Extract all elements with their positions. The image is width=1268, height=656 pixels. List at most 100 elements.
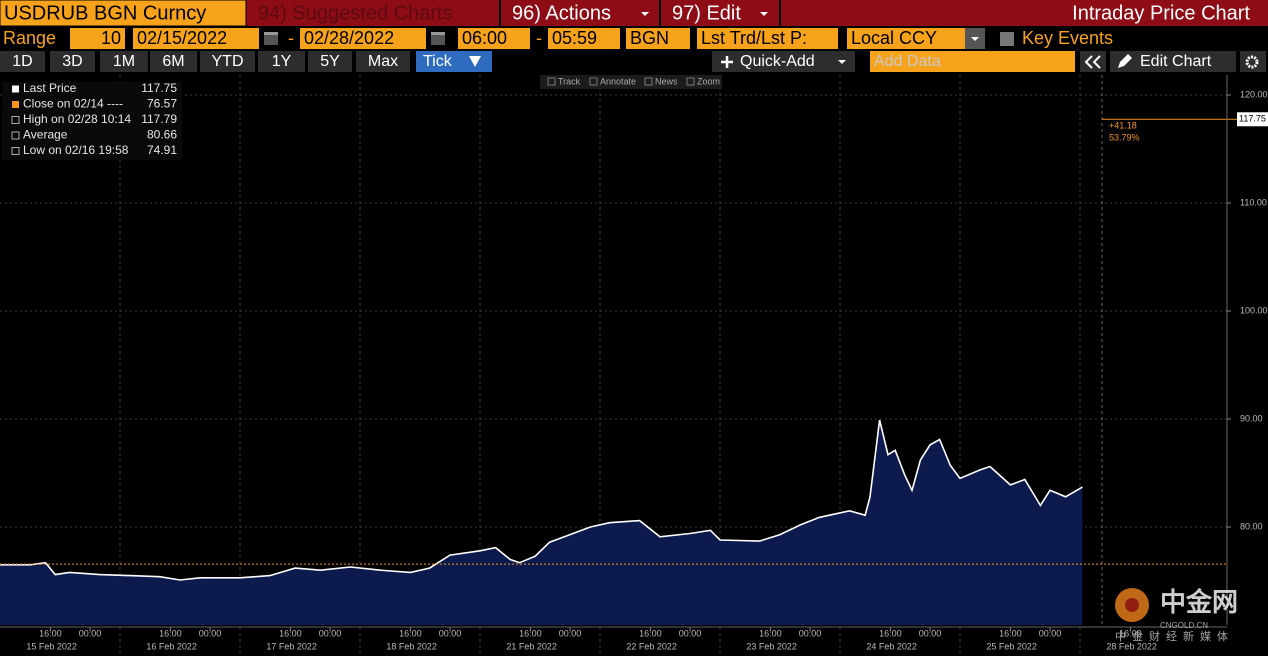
collapse-icon (1084, 55, 1101, 69)
legend-marker (11, 147, 20, 155)
start-time: 06:00 (462, 28, 507, 48)
date-separator: - (288, 28, 294, 48)
legend-label: Last Price (23, 81, 77, 95)
x-tick-label: 16:00 (399, 628, 422, 638)
edit-arrow (760, 12, 768, 16)
gear-icon (1245, 55, 1259, 69)
watermark-brand: 中金网 (1160, 587, 1238, 617)
chart-tool[interactable]: News (655, 76, 678, 86)
period-label: 1M (113, 53, 135, 70)
start-date-box[interactable] (133, 28, 259, 49)
legend-value: 117.75 (141, 81, 177, 95)
period-button[interactable] (258, 51, 305, 72)
legend-value: 76.57 (147, 97, 177, 111)
key-events: Key Events (1022, 28, 1113, 48)
x-tick-label: 00:00 (199, 628, 222, 638)
end-date-box[interactable] (300, 28, 426, 49)
x-tick-label: 16:00 (159, 628, 182, 638)
x-tick-label: 16:00 (39, 628, 62, 638)
x-tick-label: 00:00 (559, 628, 582, 638)
period-button[interactable] (100, 51, 148, 72)
add-data-box[interactable] (870, 51, 1075, 72)
currency-arrow (971, 37, 979, 41)
x-tick-label: 00:00 (439, 628, 462, 638)
source: BGN (630, 28, 669, 48)
currency: Local CCY (851, 28, 937, 48)
settings-button[interactable] (1240, 51, 1266, 72)
ticker-box[interactable] (0, 0, 247, 27)
x-date-label: 23 Feb 2022 (746, 641, 797, 651)
suggested-charts[interactable]: 94) Suggested Charts (258, 2, 453, 24)
range-label: Range (3, 28, 56, 48)
period-button[interactable] (0, 51, 45, 72)
price-line (0, 419, 1083, 581)
tool-icon (589, 77, 598, 86)
quick-add: Quick-Add (740, 53, 815, 70)
period-button[interactable] (150, 51, 197, 72)
end-time: 05:59 (552, 28, 597, 48)
end-date: 02/28/2022 (304, 28, 394, 48)
period-label: 3D (62, 53, 82, 70)
legend-label: Close on 02/14 ---- (23, 97, 123, 111)
period-label: Max (368, 53, 398, 70)
field-box[interactable] (697, 28, 838, 49)
key-events-checkbox[interactable] (1000, 32, 1014, 46)
calendar-icon (431, 32, 445, 45)
source-box[interactable] (626, 28, 690, 49)
end-time-box[interactable] (548, 28, 620, 49)
edit-chart-button[interactable] (1110, 51, 1236, 72)
watermark-site: CNGOLD.CN (1160, 621, 1208, 630)
change-annotation: 53.79% (1109, 132, 1140, 142)
area-fill (0, 420, 1083, 625)
watermark-logo-inner (1125, 598, 1139, 612)
x-tick-label: 00:00 (919, 628, 942, 638)
tool-icon (686, 77, 695, 86)
x-date-label: 17 Feb 2022 (266, 641, 317, 651)
x-date-label: 15 Feb 2022 (26, 641, 77, 651)
legend-marker (12, 85, 19, 93)
x-date-label: 25 Feb 2022 (986, 641, 1037, 651)
period-label: 6M (162, 53, 184, 70)
x-tick-label: 16:00 (879, 628, 902, 638)
period-button[interactable] (308, 51, 352, 72)
period-label: 1Y (272, 53, 292, 70)
last-price-tag-label: 117.75 (1239, 114, 1266, 124)
window-title: Intraday Price Chart (1072, 2, 1250, 24)
x-tick-label: 00:00 (679, 628, 702, 638)
x-date-label: 28 Feb 2022 (1106, 641, 1157, 651)
currency-box[interactable] (847, 28, 965, 49)
y-tick-label: 90.00 (1240, 413, 1263, 423)
period-button[interactable] (200, 51, 255, 72)
chart-tools-bg (540, 75, 722, 89)
edit-menu[interactable]: 97) Edit (672, 2, 741, 24)
x-tick-label: 00:00 (1039, 628, 1062, 638)
collapse-button[interactable] (1080, 51, 1106, 72)
tool-icon (547, 77, 556, 86)
x-date-label: 22 Feb 2022 (626, 641, 677, 651)
legend-marker (11, 131, 20, 140)
start-time-box[interactable] (458, 28, 530, 49)
actions-menu[interactable]: 96) Actions (512, 2, 611, 24)
legend-marker (12, 101, 19, 108)
legend-label: Average (23, 128, 68, 142)
period-label: 5Y (320, 53, 340, 70)
period-button[interactable] (50, 51, 95, 72)
period-label: 1D (12, 53, 32, 70)
calendar-icon-top (264, 32, 278, 35)
actions-arrow (641, 12, 649, 16)
x-tick-label: 16:00 (999, 628, 1022, 638)
x-date-label: 21 Feb 2022 (506, 641, 557, 651)
x-tick-label: 16:00 (639, 628, 662, 638)
legend-label: High on 02/28 10:14 (23, 112, 131, 126)
add-data: Add Data (874, 53, 941, 70)
chart-tool[interactable]: Zoom (697, 76, 720, 86)
chart-tool[interactable]: Track (558, 76, 581, 86)
watermark-tagline: 中金财经新媒体 (1115, 629, 1234, 643)
range-value-box[interactable] (70, 28, 125, 49)
chart-tool[interactable]: Annotate (600, 76, 636, 86)
quick-add-button[interactable] (712, 51, 855, 72)
period-button[interactable] (356, 51, 410, 72)
tool-icon (644, 77, 653, 86)
x-tick-label: 00:00 (799, 628, 822, 638)
